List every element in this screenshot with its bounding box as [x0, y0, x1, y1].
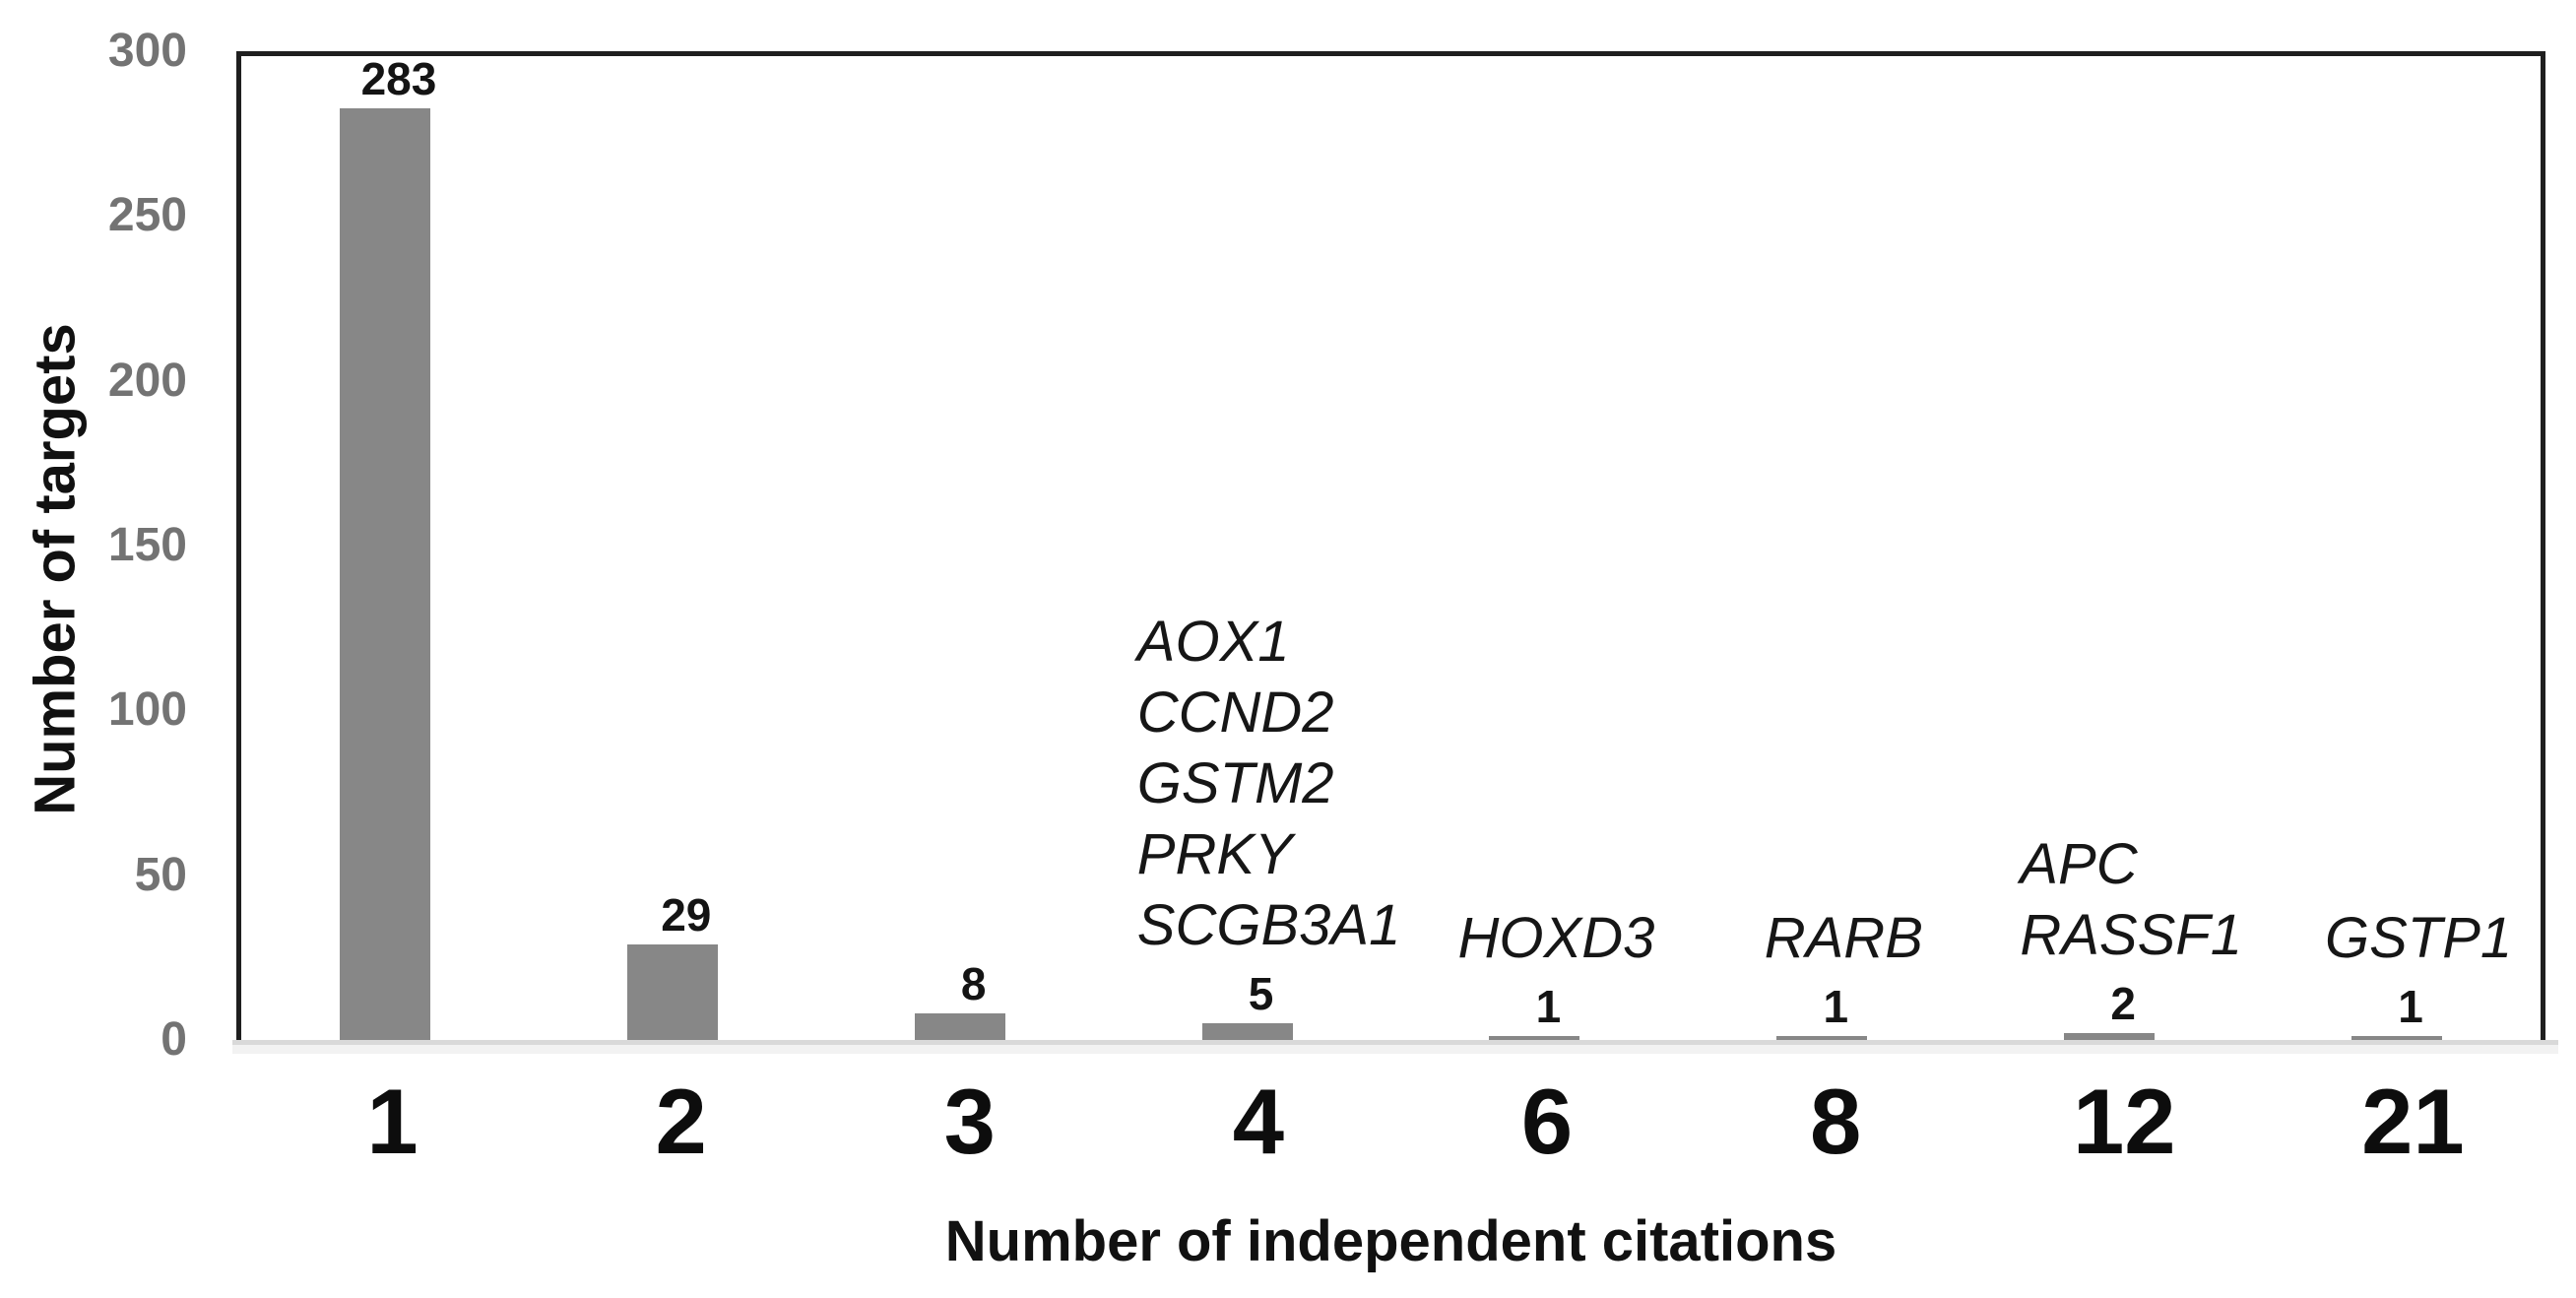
gene-annotation: GSTP1	[2325, 903, 2512, 974]
bar-slot: AOX1 CCND2 GSTM2 PRKY SCGB3A1 5	[1104, 56, 1400, 1040]
gene-annotation-line: HOXD3	[1457, 906, 1655, 971]
x-axis-category-label: 1	[366, 1070, 419, 1173]
bar-value-label: 283	[360, 53, 437, 104]
x-axis-title: Number of independent citations	[944, 1209, 1837, 1273]
x-axis-category-label: 6	[1520, 1070, 1574, 1173]
gene-annotation: RARB	[1765, 903, 1923, 974]
plot-area: 283 29 8 AOX1 CCND2 GSTM2 PRKY SCGB3A1 5 HOXD3 1 RA…	[236, 51, 2545, 1040]
x-axis-category-label: 3	[943, 1070, 996, 1173]
gene-annotation-line: AOX1	[1136, 610, 1290, 675]
x-axis-line	[232, 1040, 2558, 1045]
bar-value-label: 8	[960, 958, 987, 1009]
bar-slot: GSTP1 1	[2253, 56, 2541, 1040]
x-axis-category-label: 4	[1232, 1070, 1285, 1173]
y-axis-tick-label: 300	[107, 25, 187, 77]
bar	[2351, 1036, 2443, 1040]
x-axis-line-shadow	[232, 1045, 2558, 1054]
bar-value-label: 1	[2398, 981, 2423, 1032]
gene-annotation-line: RARB	[1764, 906, 1923, 971]
x-axis-category-label: 2	[655, 1070, 707, 1173]
gene-annotation-line: GSTP1	[2324, 906, 2513, 971]
bar-value-label: 1	[1535, 981, 1562, 1032]
bar-value-label: 29	[661, 889, 712, 941]
y-axis-tick-label: 50	[134, 848, 187, 901]
y-axis-tick-label: 250	[107, 189, 187, 242]
gene-annotation-line: RASSF1	[2020, 903, 2242, 968]
gene-annotation-line: GSTM2	[1136, 751, 1334, 816]
bar-value-label: 2	[2110, 978, 2136, 1029]
bar-slot: HOXD3 1	[1391, 56, 1679, 1040]
y-axis-tick-label: 150	[107, 519, 187, 571]
bar-slot: 283	[241, 56, 529, 1040]
bar	[1776, 1036, 1868, 1040]
bar-value-label: 5	[1248, 968, 1274, 1019]
bar-slot: 29	[529, 56, 816, 1040]
gene-annotation: AOX1 CCND2 GSTM2 PRKY SCGB3A1	[1137, 607, 1401, 961]
bar	[1201, 1023, 1293, 1040]
gene-annotation-line: APC	[2020, 832, 2138, 897]
bar	[914, 1013, 1005, 1040]
bar	[339, 108, 430, 1040]
gene-annotation: APC RASSF1	[2020, 829, 2242, 971]
bar-slot: 8	[816, 56, 1104, 1040]
y-axis-tick-label: 0	[161, 1013, 187, 1066]
bar	[1489, 1036, 1580, 1040]
gene-annotation: HOXD3	[1458, 903, 1655, 974]
bar	[626, 944, 718, 1040]
x-axis-category-label: 21	[2361, 1070, 2465, 1173]
x-axis-category-labels: 1 2 3 4 6 8 12 21	[236, 1075, 2545, 1168]
bar	[2064, 1033, 2156, 1040]
gene-annotation-line: CCND2	[1136, 681, 1334, 746]
x-axis-category-label: 8	[1810, 1070, 1862, 1173]
y-axis-tick-label: 200	[107, 354, 187, 407]
bar-slot: APC RASSF1 2	[1965, 56, 2253, 1040]
y-axis-tick-label: 100	[107, 683, 187, 737]
gene-annotation-line: SCGB3A1	[1136, 893, 1401, 958]
bars-container: 283 29 8 AOX1 CCND2 GSTM2 PRKY SCGB3A1 5 HOXD3 1 RA…	[241, 56, 2541, 1040]
x-axis-category-label: 12	[2073, 1070, 2176, 1173]
gene-annotation-line: PRKY	[1136, 822, 1293, 887]
bar-slot: RARB 1	[1678, 56, 1965, 1040]
bar-value-label: 1	[1823, 981, 1849, 1032]
